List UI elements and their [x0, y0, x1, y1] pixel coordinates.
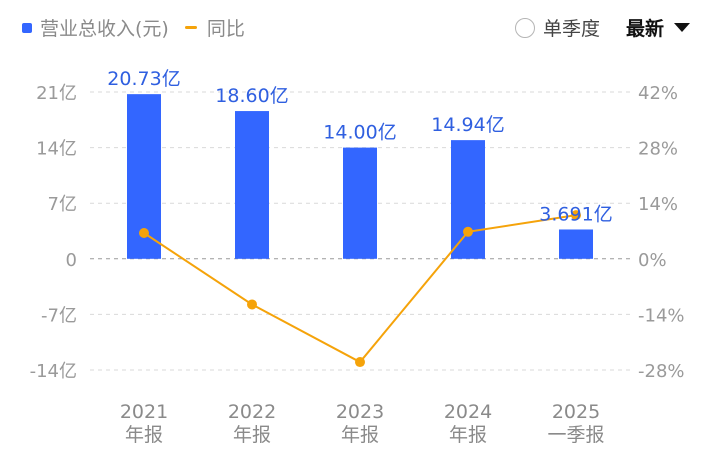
y-right-tick-label: -28%: [638, 361, 685, 382]
y-left-tick-label: 14亿: [36, 139, 77, 160]
x-tick-label: 2025: [552, 401, 600, 423]
sort-dropdown-label[interactable]: 最新: [625, 18, 664, 40]
line-point: [463, 226, 473, 237]
x-tick-label: 2023: [336, 401, 384, 423]
bar-data-label: 20.73亿: [107, 68, 180, 90]
bar: [451, 140, 485, 259]
y-left-tick-label: -14亿: [30, 361, 77, 382]
x-tick-sublabel: 年报: [233, 424, 271, 446]
y-right-tick-label: 28%: [638, 139, 678, 160]
x-tick-label: 2024: [444, 401, 492, 423]
y-left-tick-label: 7亿: [48, 194, 77, 215]
dropdown-arrow-icon[interactable]: [674, 23, 690, 32]
x-tick-label: 2021: [120, 401, 168, 423]
single-quarter-radio[interactable]: [514, 17, 535, 38]
y-left-tick-label: -7亿: [41, 305, 77, 326]
legend-revenue-label: 营业总收入(元): [40, 18, 169, 40]
bar: [235, 111, 269, 259]
legend-item-revenue[interactable]: 营业总收入(元): [22, 14, 169, 41]
single-quarter-label[interactable]: 单季度: [542, 18, 600, 40]
x-tick-label: 2022: [228, 401, 276, 423]
y-right-tick-label: 42%: [638, 83, 678, 104]
line-swatch-icon: [184, 26, 197, 29]
y-left-tick-label: 21亿: [36, 83, 77, 104]
legend-item-yoy[interactable]: 同比: [184, 14, 245, 41]
bar-swatch-icon: [22, 22, 32, 33]
y-right-tick-label: 0%: [638, 250, 667, 271]
bar-data-label: 18.60亿: [215, 85, 288, 107]
legend: 营业总收入(元) 同比: [22, 14, 261, 41]
x-tick-sublabel: 一季报: [547, 424, 604, 446]
chart-controls: 单季度 最新: [514, 14, 690, 41]
line-point: [355, 357, 365, 368]
y-right-tick-label: -14%: [638, 305, 685, 326]
y-right-tick-label: 14%: [638, 194, 678, 215]
line-point: [247, 299, 257, 310]
bar-data-label: 14.94亿: [431, 114, 504, 136]
x-tick-sublabel: 年报: [341, 424, 379, 446]
bar: [559, 229, 593, 259]
bar-data-label: 14.00亿: [323, 122, 396, 144]
line-point: [139, 227, 149, 238]
y-left-tick-label: 0: [66, 250, 77, 271]
x-tick-sublabel: 年报: [449, 424, 487, 446]
legend-yoy-label: 同比: [206, 18, 245, 40]
line-point: [571, 210, 581, 221]
bar-data-label: 3.691亿: [539, 203, 612, 225]
x-tick-sublabel: 年报: [125, 424, 163, 446]
bar: [343, 147, 377, 259]
